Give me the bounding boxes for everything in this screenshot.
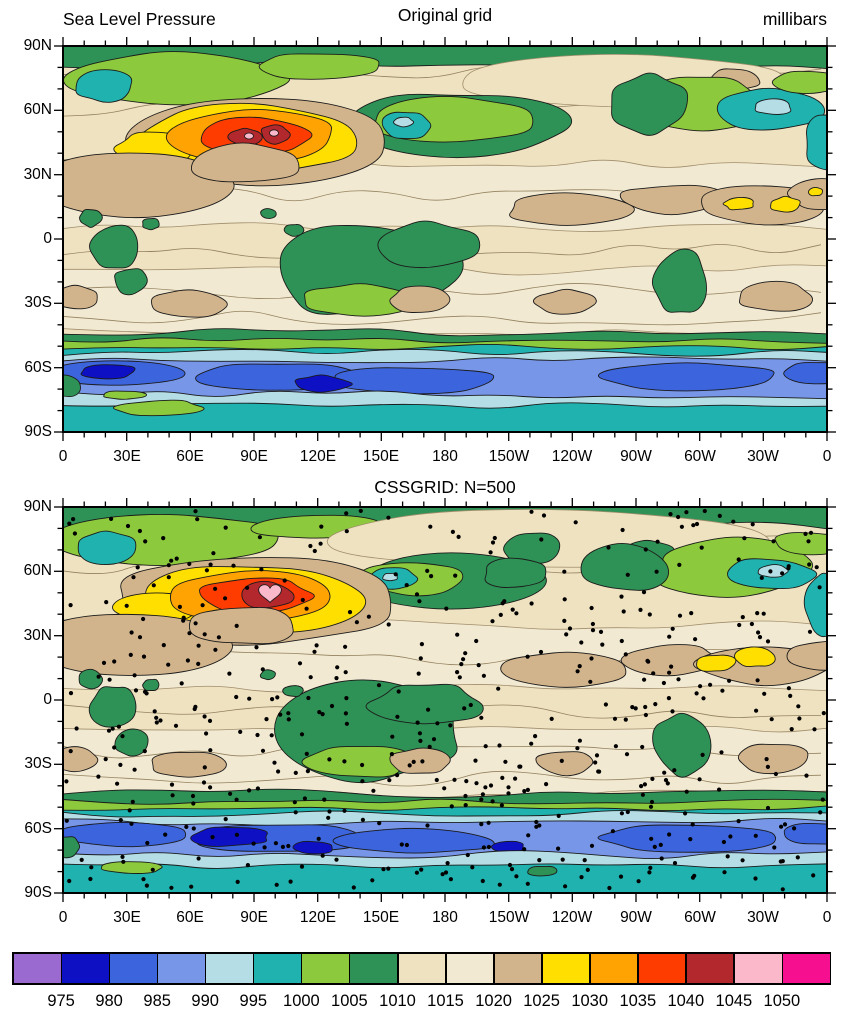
colorbar-cell-2 [109,953,158,984]
colorbar-label-1000: 1000 [283,992,320,1010]
colorbar-label-1050: 1050 [763,992,801,1010]
lon-tick-label-map2: 60E [176,909,204,926]
colorbar-cell-5 [253,953,302,984]
lat-tick-label-map2: 60N [23,562,52,579]
colorbar-label-1045: 1045 [715,992,753,1010]
lon-tick-label-map2: 150E [362,909,400,926]
lon-tick-label-map2: 180 [432,909,458,926]
lat-tick-label-map1: 60S [24,359,52,376]
lat-tick-label-map1: 0 [43,230,52,247]
colorbar-label-990: 990 [191,992,219,1010]
lat-tick-label-map2: 30N [23,627,52,644]
colorbar-label-1020: 1020 [475,992,512,1010]
lat-tick-label-map2: 90S [24,884,52,901]
lat-tick-label-map1: 90N [23,37,52,54]
lat-tick-label-map2: 30S [24,755,52,772]
lon-tick-label-map2: 90W [620,909,652,926]
lon-tick-label-map1: 60W [684,448,716,465]
lon-tick-label-map2: 0 [822,909,832,926]
colorbar-cell-4 [205,953,254,984]
lon-tick-label-map1: 0 [822,448,832,465]
panel2-center-title: CSSGRID: N=500 [374,477,516,497]
panel1-right-title: millibars [762,9,827,29]
lon-tick-label-map1: 180 [432,448,458,465]
colorbar-cell-3 [157,953,206,984]
colorbar-cell-6 [301,953,351,984]
lat-tick-label-map1: 30S [24,294,52,311]
colorbar-label-1005: 1005 [331,992,368,1010]
colorbar-cell-16 [781,953,831,984]
lon-tick-label-map1: 30E [113,448,141,465]
lon-tick-label-map1: 90W [620,448,652,465]
lon-tick-label-map1: 0 [58,448,68,465]
map-frame [62,45,828,433]
colorbar-cell-1 [61,953,110,984]
colorbar-cell-0 [13,953,62,984]
lon-tick-label-map2: 120E [299,909,337,926]
colorbar-label-985: 985 [143,992,171,1010]
colorbar-label-1030: 1030 [571,992,609,1010]
colorbar-label-1015: 1015 [427,992,464,1010]
lat-tick-label-map2: 0 [43,691,52,708]
colorbar-label-1010: 1010 [379,992,416,1010]
colorbar-cell-14 [685,953,735,984]
colorbar-label-975: 975 [47,992,75,1010]
lon-tick-label-map2: 60W [684,909,716,926]
contour-field [63,46,827,432]
lon-tick-label-map2: 30W [747,909,779,926]
colorbar-cell-7 [349,953,399,984]
lat-tick-label-map1: 30N [23,166,52,183]
map-panel-cssgrid [54,498,836,902]
lat-tick-label-map2: 60S [24,820,52,837]
lon-tick-label-map1: 120E [299,448,337,465]
lon-tick-label-map2: 120W [551,909,593,926]
colorbar-label-995: 995 [239,992,268,1010]
colorbar-label-1025: 1025 [523,992,560,1010]
lat-tick-label-map1: 60N [23,101,52,118]
colorbar-cell-9 [445,953,495,984]
lon-tick-label-map2: 150W [488,909,530,926]
map-panel-original-grid [54,37,836,441]
lon-tick-label-map1: 120W [551,448,593,465]
lon-tick-label-map2: 30E [113,909,141,926]
station-dots [64,508,826,892]
lon-tick-label-map1: 150W [488,448,530,465]
contour-field [63,507,827,893]
colorbar-label-1035: 1035 [619,992,657,1010]
colorbar-cell-11 [541,953,591,984]
panel1-left-title: Sea Level Pressure [63,9,216,29]
lon-tick-label-map1: 30W [747,448,779,465]
lon-tick-label-map1: 150E [362,448,400,465]
colorbar-frame [12,952,831,985]
panel1-center-title: Original grid [397,5,493,25]
lat-tick-label-map1: 90S [24,423,52,440]
lon-tick-label-map1: 90E [240,448,268,465]
lon-tick-label-map1: 60E [176,448,204,465]
lon-tick-label-map2: 0 [58,909,68,926]
map-frame [62,506,828,894]
colorbar-label-1040: 1040 [667,992,705,1010]
colorbar-label-980: 980 [95,992,123,1010]
lat-tick-label-map2: 90N [23,498,52,515]
lon-tick-label-map2: 90E [240,909,268,926]
